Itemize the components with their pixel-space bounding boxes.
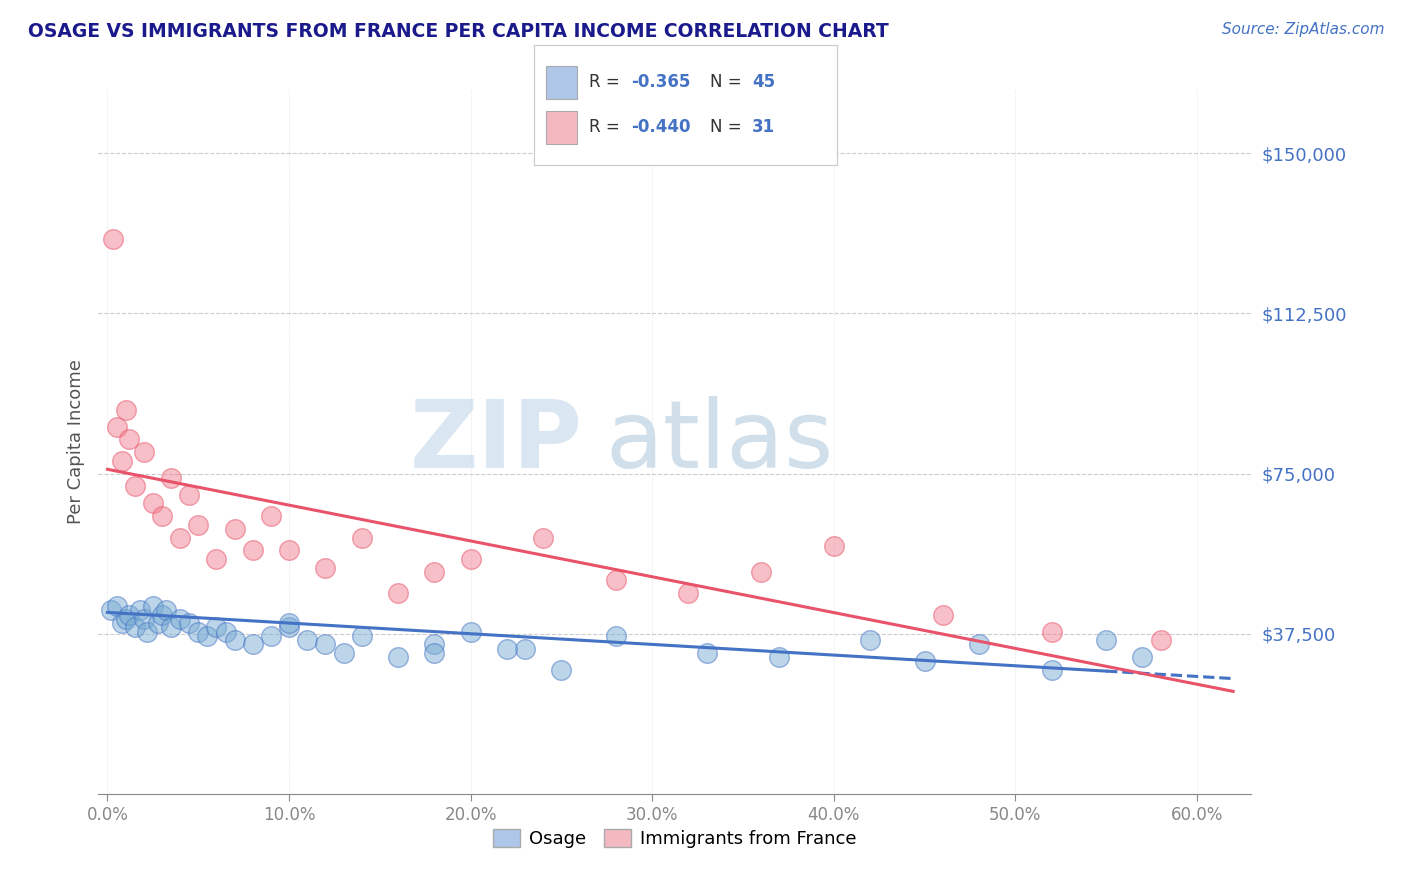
Point: [169, 531, 191, 545]
Point: [214, 624, 236, 639]
Point: [423, 646, 446, 660]
Point: [387, 650, 409, 665]
Point: [496, 641, 519, 656]
Point: [1040, 624, 1063, 639]
Point: [224, 633, 246, 648]
Text: OSAGE VS IMMIGRANTS FROM FRANCE PER CAPITA INCOME CORRELATION CHART: OSAGE VS IMMIGRANTS FROM FRANCE PER CAPI…: [28, 22, 889, 41]
Point: [260, 629, 283, 643]
Point: [823, 539, 845, 553]
Point: [242, 543, 264, 558]
Point: [423, 637, 446, 651]
Point: [155, 603, 177, 617]
Point: [768, 650, 790, 665]
Point: [931, 607, 953, 622]
Point: [111, 454, 134, 468]
Point: [129, 603, 152, 617]
Text: 31: 31: [752, 119, 775, 136]
Point: [114, 612, 136, 626]
Point: [224, 522, 246, 536]
Point: [1149, 633, 1171, 648]
Point: [179, 615, 201, 630]
Point: [914, 655, 936, 669]
Point: [179, 488, 201, 502]
Point: [132, 612, 155, 626]
Point: [678, 586, 700, 600]
Point: [513, 641, 536, 656]
Legend: Osage, Immigrants from France: Osage, Immigrants from France: [485, 822, 865, 855]
Point: [160, 471, 183, 485]
Point: [105, 419, 128, 434]
Point: [111, 615, 134, 630]
Point: [101, 232, 124, 246]
Point: [114, 402, 136, 417]
Point: [297, 633, 319, 648]
Point: [531, 531, 554, 545]
Text: N =: N =: [710, 73, 747, 91]
Point: [332, 646, 354, 660]
Point: [142, 496, 165, 510]
Point: [124, 479, 146, 493]
Point: [205, 620, 228, 634]
Point: [278, 620, 301, 634]
Point: [314, 637, 336, 651]
Point: [1040, 663, 1063, 677]
Point: [696, 646, 718, 660]
Point: [550, 663, 572, 677]
Text: R =: R =: [589, 73, 624, 91]
Point: [205, 552, 228, 566]
Point: [278, 543, 301, 558]
Text: N =: N =: [710, 119, 747, 136]
Point: [350, 629, 373, 643]
Text: atlas: atlas: [606, 395, 834, 488]
Point: [859, 633, 882, 648]
Point: [169, 612, 191, 626]
Point: [314, 560, 336, 574]
Y-axis label: Per Capita Income: Per Capita Income: [66, 359, 84, 524]
Point: [460, 552, 482, 566]
Point: [160, 620, 183, 634]
Point: [605, 629, 627, 643]
Text: ZIP: ZIP: [409, 395, 582, 488]
Text: Source: ZipAtlas.com: Source: ZipAtlas.com: [1222, 22, 1385, 37]
Point: [387, 586, 409, 600]
Point: [105, 599, 128, 613]
Point: [142, 599, 165, 613]
Point: [136, 624, 159, 639]
FancyBboxPatch shape: [547, 111, 576, 144]
Point: [605, 574, 627, 588]
Text: -0.365: -0.365: [631, 73, 690, 91]
Text: 45: 45: [752, 73, 775, 91]
Point: [195, 629, 218, 643]
Point: [132, 445, 155, 459]
Point: [150, 509, 173, 524]
Point: [460, 624, 482, 639]
Point: [150, 607, 173, 622]
Point: [118, 607, 141, 622]
Point: [423, 565, 446, 579]
Point: [148, 615, 170, 630]
Point: [260, 509, 283, 524]
Point: [187, 624, 209, 639]
Point: [242, 637, 264, 651]
Point: [100, 603, 122, 617]
FancyBboxPatch shape: [547, 66, 576, 99]
Text: R =: R =: [589, 119, 624, 136]
Point: [124, 620, 146, 634]
Text: -0.440: -0.440: [631, 119, 690, 136]
Point: [967, 637, 990, 651]
Point: [118, 433, 141, 447]
Point: [749, 565, 772, 579]
Point: [350, 531, 373, 545]
Point: [187, 517, 209, 532]
Point: [1095, 633, 1118, 648]
Point: [1132, 650, 1154, 665]
Point: [278, 615, 301, 630]
